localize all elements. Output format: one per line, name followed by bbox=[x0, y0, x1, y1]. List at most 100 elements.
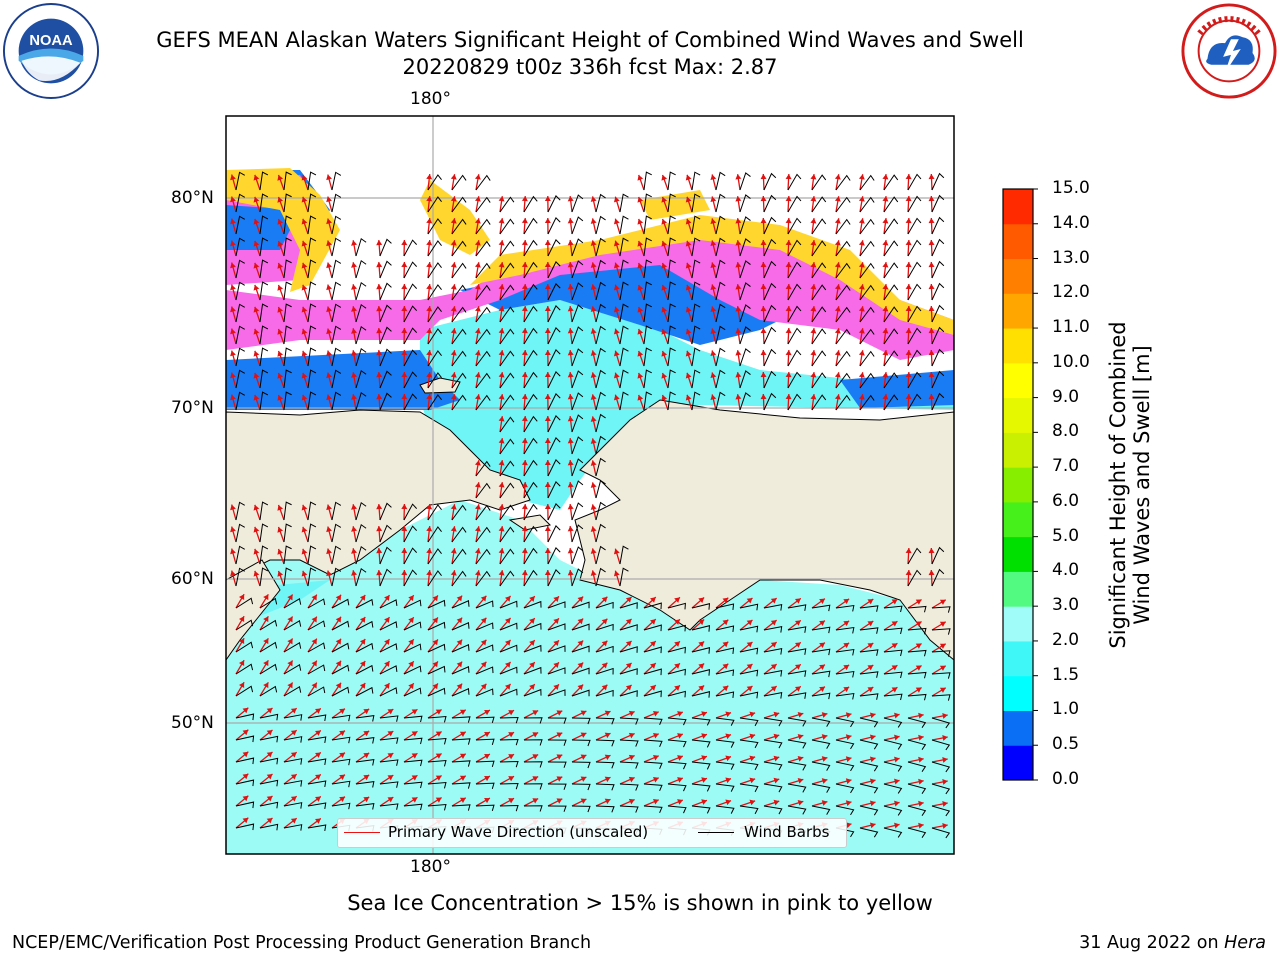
wave-arrow-head bbox=[795, 642, 801, 648]
wave-arrow-head bbox=[785, 262, 792, 268]
wind-barb bbox=[523, 739, 543, 746]
wave-arrow-head bbox=[450, 328, 457, 334]
wave-arrow-head bbox=[915, 665, 922, 671]
wave-arrow-head bbox=[928, 262, 935, 268]
colorbar-tick-label: 4.0 bbox=[1052, 560, 1080, 581]
wave-arrow-head bbox=[650, 663, 656, 669]
wind-barb bbox=[859, 693, 879, 700]
wind-barb bbox=[451, 716, 471, 723]
wind-barb bbox=[259, 713, 279, 721]
wind-barb bbox=[307, 281, 317, 301]
wave-arrow-head bbox=[795, 664, 801, 670]
wave-arrow-head bbox=[685, 240, 692, 247]
wind-barb bbox=[883, 783, 903, 794]
wave-arrow-head bbox=[869, 822, 876, 829]
wave-arrow-head bbox=[521, 460, 528, 466]
wave-arrow-head bbox=[939, 687, 946, 693]
wind-barb bbox=[643, 668, 662, 676]
wave-arrow-head bbox=[408, 617, 414, 624]
wind-barb bbox=[667, 193, 676, 213]
wave-arrow-head bbox=[253, 174, 260, 181]
wind-barb bbox=[859, 350, 875, 367]
wave-arrow-head bbox=[277, 218, 284, 225]
wind-barb bbox=[547, 645, 566, 653]
wave-arrow-head bbox=[725, 799, 732, 806]
wave-arrow-head bbox=[749, 799, 756, 806]
wave-arrow-head bbox=[834, 174, 841, 180]
wave-arrow-head bbox=[567, 460, 574, 466]
wave-arrow-head bbox=[773, 755, 780, 762]
wind-barb bbox=[667, 646, 686, 654]
wind-barb bbox=[931, 628, 951, 635]
wave-arrow-head bbox=[290, 818, 297, 824]
wave-arrow-head bbox=[677, 711, 683, 717]
wave-arrow-head bbox=[905, 174, 912, 180]
wave-arrow-head bbox=[384, 661, 390, 667]
wave-arrow-head bbox=[601, 596, 608, 603]
wave-arrow-head bbox=[577, 684, 584, 691]
wind-barb bbox=[379, 687, 398, 697]
wave-arrow-head bbox=[590, 504, 597, 510]
wind-barb bbox=[595, 391, 606, 411]
wind-barb bbox=[883, 372, 899, 389]
wind-barb bbox=[643, 347, 652, 367]
wave-arrow-head bbox=[521, 262, 528, 268]
wave-arrow-head bbox=[529, 596, 535, 602]
wave-arrow-head bbox=[601, 684, 608, 691]
wave-arrow-head bbox=[326, 350, 333, 357]
wave-arrow-head bbox=[474, 262, 481, 268]
wind-barb bbox=[523, 761, 543, 768]
wind-barb bbox=[451, 240, 467, 257]
chart-subtitle: 20220829 t00z 336h fcst Max: 2.87 bbox=[402, 55, 778, 79]
wind-barb bbox=[403, 393, 418, 411]
wind-barb bbox=[331, 171, 342, 191]
wave-arrow-head bbox=[637, 306, 644, 313]
wind-barb bbox=[859, 306, 875, 323]
wind-barb bbox=[475, 622, 494, 631]
legend-wave-direction-label: Primary Wave Direction (unscaled) bbox=[388, 823, 649, 841]
wind-barb bbox=[691, 347, 701, 367]
wind-barb bbox=[499, 196, 515, 213]
wave-arrow-head bbox=[544, 394, 551, 400]
wind-barb bbox=[787, 349, 802, 367]
wave-arrow-head bbox=[290, 774, 297, 780]
wave-arrow-head bbox=[905, 240, 912, 246]
wind-barb bbox=[787, 692, 807, 699]
wind-barb bbox=[307, 545, 317, 565]
wave-arrow-head bbox=[426, 306, 433, 312]
wind-barb bbox=[427, 665, 446, 675]
wind-barb bbox=[331, 391, 342, 411]
wave-arrow-head bbox=[625, 618, 632, 625]
wind-barb bbox=[403, 621, 422, 631]
wind-barb bbox=[427, 570, 442, 587]
wind-barb bbox=[283, 281, 292, 301]
wave-arrow-head bbox=[532, 710, 539, 716]
wave-arrow-head bbox=[450, 262, 457, 268]
wave-arrow-head bbox=[858, 350, 865, 356]
wave-arrow-head bbox=[450, 174, 457, 180]
wind-barb bbox=[499, 218, 515, 235]
wave-arrow-head bbox=[242, 707, 249, 714]
wind-barb bbox=[451, 328, 467, 345]
wind-barb bbox=[763, 647, 783, 655]
wave-arrow-head bbox=[277, 350, 284, 357]
wind-barb bbox=[427, 504, 442, 521]
colorbar-segment bbox=[1003, 745, 1033, 781]
wind-barb bbox=[475, 570, 491, 587]
wind-barb bbox=[307, 259, 317, 279]
wind-barb bbox=[451, 196, 467, 213]
wave-arrow-head bbox=[928, 306, 935, 312]
wind-barb bbox=[811, 196, 827, 213]
wave-arrow-head bbox=[834, 284, 841, 290]
footer-date-text: 31 Aug 2022 on bbox=[1079, 933, 1225, 953]
wave-arrow-head bbox=[263, 594, 269, 601]
wave-arrow-head bbox=[359, 616, 366, 623]
wave-arrow-head bbox=[508, 754, 515, 760]
wave-arrow-head bbox=[882, 372, 889, 378]
wind-barb bbox=[835, 739, 855, 750]
wave-arrow-head bbox=[266, 752, 273, 758]
wave-arrow-head bbox=[590, 548, 597, 554]
wave-arrow-head bbox=[456, 595, 463, 602]
wind-barb bbox=[619, 783, 639, 791]
wave-arrow-head bbox=[722, 619, 729, 626]
